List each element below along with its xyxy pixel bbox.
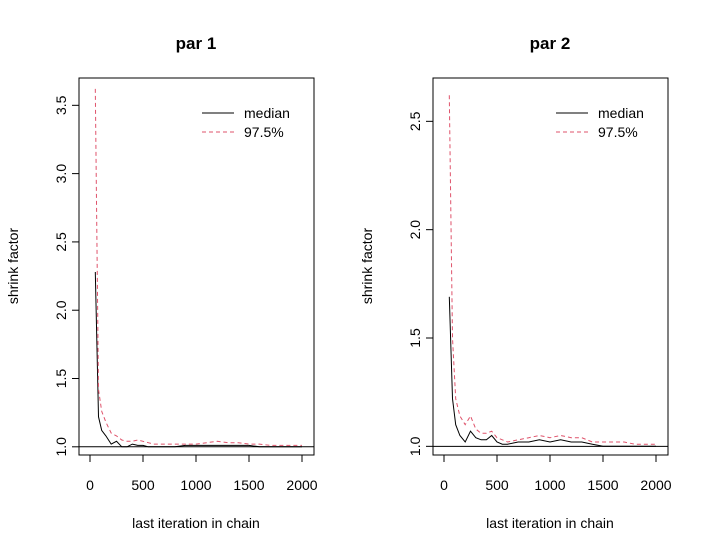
upper-975-series-line (448, 95, 656, 445)
y-tick-label: 1.5 (407, 328, 423, 348)
y-tick-label: 3.0 (53, 164, 69, 184)
median-series-line (94, 271, 302, 448)
panel-par-2: par 2 0 500 1000 1500 2000 1.0 1.5 2.0 2.5 last… (359, 34, 672, 531)
panel-1-y-axis: 1.0 1.5 2.0 2.5 3.0 3.5 (53, 95, 80, 457)
panel-1-x-axis-label: last iteration in chain (132, 515, 260, 531)
panel-2-series (448, 95, 656, 447)
panel-1-legend-median-label: median (244, 105, 290, 121)
x-tick-label: 500 (131, 477, 155, 493)
panel-2-x-axis-label: last iteration in chain (486, 515, 614, 531)
panel-1-x-axis: 0 500 1000 1500 2000 (86, 454, 318, 493)
y-tick-label: 3.5 (53, 95, 69, 115)
panel-2-legend-median-label: median (598, 105, 644, 121)
median-series-line (448, 296, 656, 447)
panel-1-y-axis-label: shrink factor (5, 228, 21, 305)
x-tick-label: 0 (86, 477, 94, 493)
panel-1-legend-975-label: 97.5% (244, 124, 284, 140)
y-tick-label: 2.0 (53, 300, 69, 320)
panel-par-1: par 1 0 500 1000 1500 2000 1.0 1.5 2.0 2.5 3.0 3.… (5, 34, 318, 531)
panel-1-legend: median 97.5% (202, 105, 290, 140)
panel-2-legend: median 97.5% (556, 105, 644, 140)
x-tick-label: 1500 (233, 477, 264, 493)
y-tick-label: 2.5 (407, 111, 423, 131)
upper-975-series-line (94, 88, 302, 446)
y-tick-label: 1.0 (53, 437, 69, 457)
panel-2-x-axis: 0 500 1000 1500 2000 (440, 454, 672, 493)
x-tick-label: 0 (440, 477, 448, 493)
x-tick-label: 2000 (640, 477, 671, 493)
panel-2-y-axis-label: shrink factor (359, 228, 375, 305)
x-tick-label: 1500 (587, 477, 618, 493)
y-tick-label: 2.5 (53, 232, 69, 252)
x-tick-label: 500 (485, 477, 509, 493)
y-tick-label: 2.0 (407, 220, 423, 240)
x-tick-label: 2000 (286, 477, 317, 493)
panel-2-title: par 2 (530, 34, 571, 53)
x-tick-label: 1000 (180, 477, 211, 493)
y-tick-label: 1.5 (53, 369, 69, 389)
panel-1-title: par 1 (176, 34, 217, 53)
panel-2-legend-975-label: 97.5% (598, 124, 638, 140)
panel-1-series (94, 88, 302, 448)
y-tick-label: 1.0 (407, 436, 423, 456)
panel-2-y-axis: 1.0 1.5 2.0 2.5 (407, 111, 434, 456)
x-tick-label: 1000 (534, 477, 565, 493)
